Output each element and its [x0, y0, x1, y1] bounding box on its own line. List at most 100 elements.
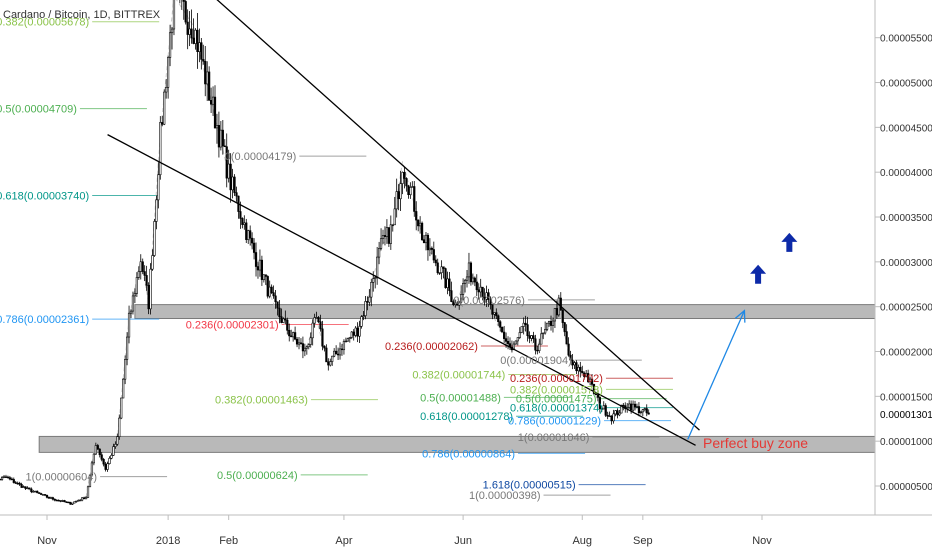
- candle-body: [239, 211, 242, 219]
- candle: [614, 410, 617, 417]
- candle-body: [125, 336, 129, 360]
- candle-body: [608, 415, 611, 418]
- candle: [338, 342, 342, 360]
- candle: [516, 337, 519, 346]
- candle-body: [295, 338, 299, 345]
- candle-body: [575, 362, 578, 372]
- candle: [350, 331, 353, 340]
- candle: [125, 332, 129, 366]
- candle: [14, 480, 17, 485]
- candle: [18, 481, 21, 487]
- candle-body: [581, 371, 584, 374]
- candle-body: [383, 235, 387, 237]
- candle-body: [538, 343, 541, 352]
- candle-body: [596, 394, 600, 398]
- candle-body: [315, 317, 318, 319]
- candle-body: [188, 28, 191, 35]
- candle-body: [243, 222, 246, 225]
- candle: [430, 246, 433, 255]
- candle: [602, 401, 605, 410]
- candle: [40, 492, 43, 495]
- candle-body: [219, 129, 222, 148]
- candle-body: [51, 497, 54, 500]
- candle: [323, 345, 326, 352]
- candle-body: [540, 333, 543, 345]
- candle-body: [364, 301, 367, 316]
- candle: [157, 162, 160, 209]
- candle-body: [215, 125, 219, 129]
- candle: [385, 219, 389, 244]
- candle: [442, 266, 445, 279]
- candle: [239, 201, 242, 229]
- candle: [96, 443, 99, 451]
- candle-body: [227, 163, 230, 179]
- candle: [211, 86, 215, 117]
- candle: [460, 285, 463, 304]
- candle: [49, 496, 53, 499]
- candle-body: [45, 494, 49, 498]
- candle-body: [610, 415, 613, 422]
- candle-body: [481, 286, 484, 298]
- candle: [401, 171, 404, 195]
- zigzag-connector: [0, 0, 649, 505]
- candle: [28, 487, 31, 490]
- candle: [434, 255, 437, 267]
- fib-label: 0.5(0.00000624): [217, 470, 298, 482]
- candle-body: [534, 338, 537, 351]
- candle-body: [448, 278, 451, 291]
- y-tick-label: 0.00001500: [880, 392, 932, 403]
- candle: [438, 272, 441, 276]
- candle-body: [594, 393, 598, 395]
- candle: [10, 477, 13, 481]
- candle: [168, 24, 172, 67]
- candle-body: [643, 408, 646, 410]
- candle: [227, 149, 230, 183]
- candle: [264, 274, 267, 285]
- candle-body: [186, 21, 189, 35]
- candle-body: [6, 476, 10, 479]
- candle-body: [639, 411, 642, 414]
- candle: [608, 411, 611, 418]
- candle: [219, 121, 222, 151]
- candle-body: [84, 497, 88, 500]
- candle: [299, 338, 303, 345]
- candle: [0, 476, 4, 481]
- candle: [30, 487, 33, 494]
- candle: [522, 317, 525, 335]
- candle: [297, 337, 301, 350]
- candle: [477, 283, 480, 300]
- y-axis: 0.00000500 0.00001000 0.00001500 0.00002000…: [875, 34, 932, 493]
- candle: [278, 299, 281, 324]
- candle: [501, 326, 504, 333]
- candle: [491, 304, 494, 320]
- candle: [251, 232, 254, 250]
- candle-body: [622, 404, 625, 407]
- fib-label: 0.786(0.00002361): [0, 314, 89, 326]
- candle-body: [520, 326, 523, 333]
- fib-label: 0(0.00004179): [225, 151, 297, 163]
- candle: [553, 308, 557, 329]
- candle: [612, 409, 615, 424]
- candle: [618, 409, 621, 417]
- candle-body: [420, 222, 424, 240]
- candle-body: [108, 457, 111, 464]
- candle-body: [194, 29, 197, 44]
- candle: [65, 501, 68, 503]
- candle: [155, 195, 158, 230]
- candle-body: [409, 187, 412, 195]
- candle: [532, 331, 535, 343]
- candle-body: [81, 497, 84, 501]
- candle: [163, 89, 166, 126]
- candle: [292, 331, 295, 342]
- candle: [577, 364, 580, 377]
- candle: [122, 377, 125, 399]
- candle-body: [368, 296, 371, 303]
- candle: [542, 332, 545, 340]
- candle: [53, 498, 56, 502]
- candle: [272, 285, 275, 299]
- candle: [503, 325, 506, 343]
- candle-body: [645, 408, 648, 414]
- candle: [71, 502, 74, 506]
- candle-body: [374, 277, 377, 280]
